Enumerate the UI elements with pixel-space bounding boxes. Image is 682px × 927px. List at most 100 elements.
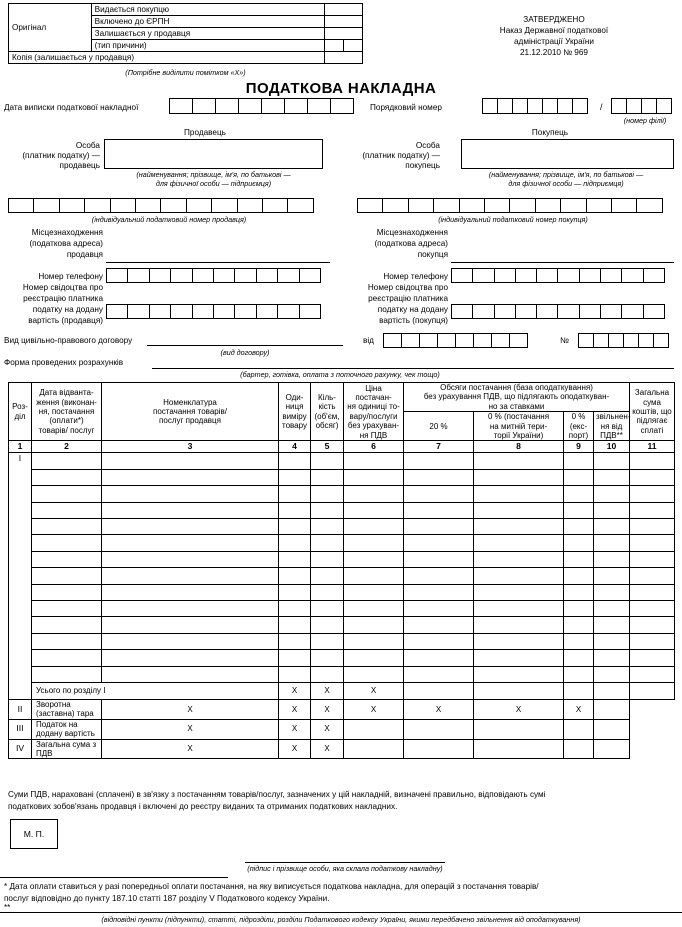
buyer-inn-cell[interactable] [382, 198, 409, 213]
item-cell-nomenclature[interactable] [101, 616, 279, 634]
mark-box-stays[interactable] [324, 27, 363, 40]
serial-number-input[interactable] [482, 98, 588, 114]
number-cell[interactable] [527, 98, 543, 114]
seller-phone-cell[interactable] [191, 268, 214, 283]
item-cell-date[interactable] [31, 665, 102, 683]
item-cell-rate0-export[interactable] [563, 534, 594, 552]
item-cell-rate0-domestic[interactable] [473, 599, 564, 618]
seller-phone-cell[interactable] [212, 268, 236, 283]
seller-phone-cell[interactable] [148, 268, 172, 283]
buyer-inn-cell[interactable] [509, 198, 536, 213]
item-cell-total[interactable] [629, 452, 675, 470]
item-cell-unit[interactable] [278, 599, 311, 618]
contract-number-cell[interactable] [608, 333, 624, 348]
date-cell[interactable] [215, 98, 239, 114]
contract-number-input[interactable] [578, 333, 669, 348]
item-cell-nomenclature[interactable] [101, 599, 279, 618]
item-cell-nomenclature[interactable] [101, 501, 279, 520]
item-cell-nomenclature[interactable] [101, 567, 279, 585]
number-cell[interactable] [497, 98, 513, 114]
seller-phone-cell[interactable] [234, 268, 257, 283]
contract-date-input[interactable] [383, 333, 528, 348]
item-cell-date[interactable] [31, 534, 102, 552]
item-cell-rate0-domestic[interactable] [473, 583, 564, 601]
item-cell-exempt[interactable] [593, 616, 630, 634]
seller-inn-cell[interactable] [185, 198, 213, 213]
item-cell-rate0-domestic[interactable] [473, 468, 564, 487]
contract-date-cell[interactable] [401, 333, 420, 348]
item-cell-rate20[interactable] [403, 583, 474, 601]
seller-inn-cell[interactable] [160, 198, 187, 213]
number-cell[interactable] [482, 98, 498, 114]
item-cell-date[interactable] [31, 649, 102, 667]
buyer-inn-cell[interactable] [585, 198, 612, 213]
buyer-inn-cell[interactable] [357, 198, 384, 213]
buyer-phone-cell[interactable] [578, 268, 602, 283]
item-cell-date[interactable] [31, 599, 102, 618]
buyer-address-input[interactable] [451, 262, 674, 263]
item-cell-exempt[interactable] [593, 534, 630, 552]
item-cell-total[interactable] [629, 599, 675, 618]
buyer-phone-cell[interactable] [451, 268, 474, 283]
buyer-cert-cell[interactable] [493, 304, 516, 319]
item-cell-rate20[interactable] [403, 517, 474, 536]
buyer-cert-cell[interactable] [600, 304, 623, 319]
number-cell[interactable] [557, 98, 573, 114]
item-cell-price[interactable] [343, 599, 404, 618]
item-cell-rate20[interactable] [403, 550, 474, 569]
reason-code-digit-2[interactable] [343, 39, 363, 52]
item-cell-unit[interactable] [278, 567, 311, 585]
seller-inn-cell[interactable] [84, 198, 111, 213]
seller-phone-cell[interactable] [127, 268, 150, 283]
item-cell-date[interactable] [31, 583, 102, 601]
item-cell-rate0-export[interactable] [563, 468, 594, 487]
item-cell-quantity[interactable] [310, 665, 344, 683]
item-cell-rate0-export[interactable] [563, 649, 594, 667]
item-cell-rate20[interactable] [403, 599, 474, 618]
item-cell-rate0-export[interactable] [563, 567, 594, 585]
item-cell-price[interactable] [343, 665, 404, 683]
item-cell-price[interactable] [343, 485, 404, 503]
number-cell[interactable] [512, 98, 528, 114]
buyer-inn-cell[interactable] [560, 198, 587, 213]
item-cell-date[interactable] [31, 567, 102, 585]
buyer-cert-cell[interactable] [451, 304, 474, 319]
buyer-cert-cell[interactable] [514, 304, 538, 319]
item-cell-quantity[interactable] [310, 616, 344, 634]
seller-inn-cell[interactable] [109, 198, 136, 213]
item-cell-rate20[interactable] [403, 632, 474, 651]
contract-date-cell[interactable] [383, 333, 402, 348]
summary-cell-rate20[interactable] [343, 738, 404, 760]
item-cell-date[interactable] [31, 550, 102, 569]
buyer-phone-cell[interactable] [514, 268, 538, 283]
item-cell-unit[interactable] [278, 501, 311, 520]
summary-cell-rate0-export[interactable] [473, 738, 564, 760]
item-cell-unit[interactable] [278, 665, 311, 683]
item-cell-unit[interactable] [278, 534, 311, 552]
item-cell-rate20[interactable] [403, 616, 474, 634]
item-cell-exempt[interactable] [593, 583, 630, 601]
item-cell-price[interactable] [343, 583, 404, 601]
buyer-inn-cell[interactable] [636, 198, 663, 213]
buyer-phone-input[interactable] [451, 268, 665, 283]
item-cell-exempt[interactable] [593, 632, 630, 651]
item-cell-total[interactable] [629, 616, 675, 634]
seller-phone-cell[interactable] [106, 268, 129, 283]
buyer-name-input[interactable] [461, 139, 674, 169]
branch-cell[interactable] [611, 98, 627, 114]
item-cell-rate0-domestic[interactable] [473, 501, 564, 520]
seller-cert-cell[interactable] [170, 304, 193, 319]
item-cell-quantity[interactable] [310, 468, 344, 487]
item-cell-quantity[interactable] [310, 452, 344, 470]
item-cell-date[interactable] [31, 616, 102, 634]
date-cell[interactable] [330, 98, 354, 114]
seller-phone-input[interactable] [106, 268, 321, 283]
item-cell-rate0-domestic[interactable] [473, 534, 564, 552]
buyer-cert-cell[interactable] [472, 304, 495, 319]
summary-cell-exempt[interactable] [593, 681, 630, 700]
summary-cell-total[interactable] [593, 698, 630, 720]
buyer-cert-cell[interactable] [536, 304, 559, 319]
buyer-phone-cell[interactable] [472, 268, 495, 283]
seller-tax-number-input[interactable] [8, 198, 314, 213]
seller-phone-cell[interactable] [170, 268, 193, 283]
